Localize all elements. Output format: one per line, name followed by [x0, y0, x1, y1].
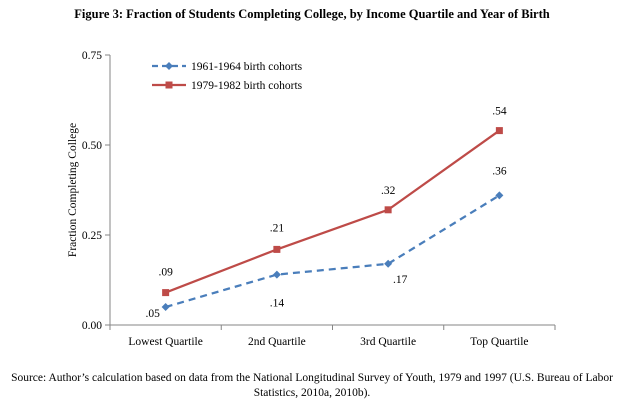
data-point-series-2	[273, 245, 281, 253]
data-point-series-2	[384, 206, 392, 214]
y-axis-title: Fraction Completing College	[67, 123, 79, 257]
legend-label-1: 1961-1964 birth cohorts	[191, 61, 303, 73]
x-tick-label: 2nd Quartile	[248, 336, 306, 348]
source-note: Source: Author’s calculation based on da…	[0, 371, 624, 401]
x-tick-label: 3rd Quartile	[360, 336, 416, 348]
y-tick-label: 0.75	[82, 50, 102, 62]
y-tick-label: 0.25	[82, 230, 102, 242]
series-line-1	[165, 194, 500, 309]
chart-axes: 0.00 0.25 0.50 0.75 Lowest Quartile 2nd Quart…	[67, 50, 556, 348]
data-label-series-1: .14	[270, 298, 285, 310]
data-point-series-2	[162, 289, 170, 297]
data-label-series-1: .36	[492, 165, 507, 177]
chart-data-labels: .05 .14 .17 .36 .09 .21 .32 .54	[145, 106, 506, 320]
data-point-series-1	[384, 259, 393, 268]
data-label-series-2: .54	[492, 106, 507, 118]
data-label-series-2: .32	[381, 185, 396, 197]
legend-marker-2	[165, 81, 173, 89]
figure-title: Figure 3: Fraction of Students Completin…	[74, 7, 550, 21]
series-line-2	[165, 129, 501, 294]
source-line-2: Statistics, 2010a, 2010b).	[253, 387, 371, 399]
data-point-series-1	[495, 191, 504, 200]
chart-series	[161, 127, 504, 311]
legend-marker-1	[165, 62, 173, 70]
data-point-series-2	[495, 127, 503, 135]
data-label-series-1: .05	[145, 308, 160, 320]
data-label-series-2: .09	[158, 267, 173, 279]
x-tick-label: Top Quartile	[470, 336, 528, 348]
y-tick-label: 0.50	[82, 140, 102, 152]
chart-legend: 1961-1964 birth cohorts 1979-1982 birth c…	[152, 61, 303, 92]
data-point-series-1	[161, 303, 170, 311]
data-label-series-2: .21	[270, 222, 285, 234]
data-point-series-1	[272, 270, 281, 279]
y-tick-label: 0.00	[82, 320, 102, 332]
x-tick-label: Lowest Quartile	[128, 336, 202, 348]
source-line-1: Source: Author’s calculation based on da…	[11, 372, 613, 384]
legend-label-2: 1979-1982 birth cohorts	[191, 80, 303, 92]
data-label-series-1: .17	[393, 274, 408, 286]
